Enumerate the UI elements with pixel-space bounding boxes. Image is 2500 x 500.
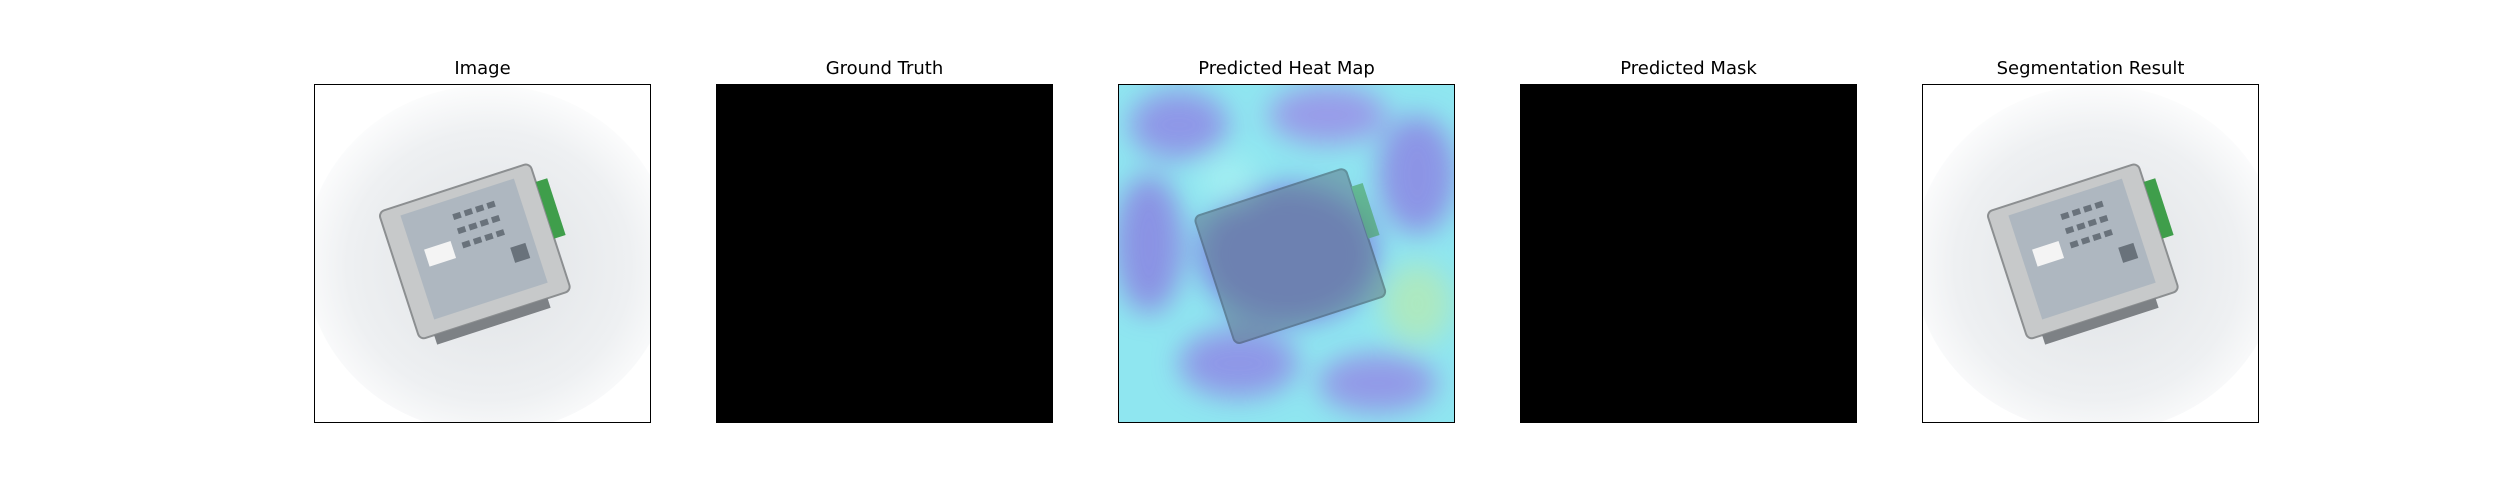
panel-title-image: Image	[454, 58, 511, 79]
panel-ground-truth	[716, 84, 1053, 423]
panel-title-heat-map: Predicted Heat Map	[1198, 58, 1375, 79]
panel-image	[314, 84, 651, 423]
panel-predicted-mask	[1520, 84, 1857, 423]
panel-title-predicted-mask: Predicted Mask	[1620, 58, 1757, 79]
device-photo	[315, 85, 650, 422]
panel-heat-map	[1118, 84, 1455, 423]
panel-title-ground-truth: Ground Truth	[825, 58, 944, 79]
heat-map-overlay	[1119, 85, 1454, 422]
panel-title-segmentation: Segmentation Result	[1996, 58, 2185, 79]
segmentation-photo	[1923, 85, 2258, 422]
panel-segmentation	[1922, 84, 2259, 423]
